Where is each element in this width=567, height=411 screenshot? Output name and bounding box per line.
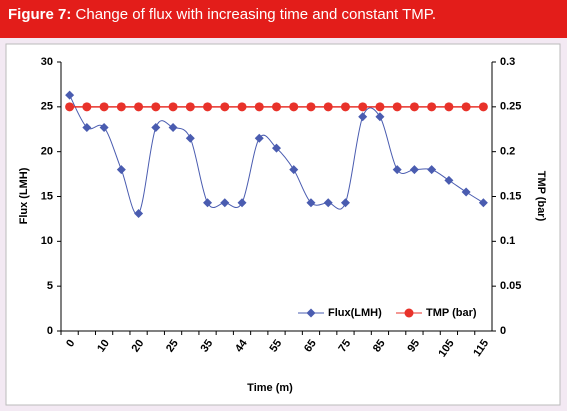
y2-tick-label: 0.25 xyxy=(500,101,521,113)
x-tick-label: 35 xyxy=(199,338,216,355)
data-point xyxy=(358,112,368,122)
data-point xyxy=(340,198,350,208)
legend-label: TMP (bar) xyxy=(426,307,477,319)
x-tick-label: 95 xyxy=(405,338,422,355)
data-point xyxy=(461,187,471,197)
y2-tick-label: 0.15 xyxy=(500,190,521,202)
data-point xyxy=(444,102,454,112)
data-point xyxy=(82,102,92,112)
data-point xyxy=(151,102,161,112)
x-tick-label: 85 xyxy=(371,338,388,355)
data-point xyxy=(99,122,109,132)
data-point xyxy=(323,198,333,208)
data-point xyxy=(116,165,126,175)
x-tick-label: 65 xyxy=(302,338,319,355)
data-point xyxy=(99,102,109,112)
data-point xyxy=(254,133,264,143)
data-point xyxy=(427,165,437,175)
data-point xyxy=(478,102,488,112)
y2-tick-label: 0.05 xyxy=(500,280,521,292)
data-point xyxy=(289,165,299,175)
data-point xyxy=(254,102,264,112)
x-tick-label: 20 xyxy=(130,338,147,355)
data-point xyxy=(134,209,144,219)
data-point xyxy=(427,102,437,112)
data-point xyxy=(375,102,385,112)
data-point xyxy=(220,198,230,208)
data-point xyxy=(185,133,195,143)
legend-marker xyxy=(306,308,316,318)
data-point xyxy=(409,165,419,175)
y2-tick-label: 0 xyxy=(500,325,506,337)
x-tick-label: 25 xyxy=(164,338,181,355)
data-point xyxy=(392,165,402,175)
y-tick-label: 0 xyxy=(47,325,53,337)
data-point xyxy=(306,102,316,112)
x-tick-label: 55 xyxy=(267,338,284,355)
data-point xyxy=(444,175,454,185)
data-point xyxy=(461,102,471,112)
data-point xyxy=(168,122,178,132)
data-point xyxy=(82,122,92,132)
y2-tick-label: 0.1 xyxy=(500,235,515,247)
data-point xyxy=(134,102,144,112)
data-point xyxy=(358,102,368,112)
data-point xyxy=(237,102,247,112)
figure-banner: Figure 7: Change of flux with increasing… xyxy=(0,0,567,38)
data-point xyxy=(220,102,230,112)
x-axis-title: Time (m) xyxy=(247,382,293,394)
data-point xyxy=(272,143,281,153)
figure-label: Figure 7: xyxy=(8,6,72,23)
y-tick-label: 25 xyxy=(41,101,53,113)
data-point xyxy=(340,102,350,112)
x-tick-label: 0 xyxy=(64,338,77,350)
y-axis-title: Flux (LMH) xyxy=(18,167,30,224)
y2-tick-label: 0.2 xyxy=(500,146,515,158)
figure-title: Change of flux with increasing time and … xyxy=(75,6,436,23)
y-tick-label: 5 xyxy=(47,280,53,292)
y-tick-label: 20 xyxy=(41,146,53,158)
data-point xyxy=(375,112,385,122)
data-point xyxy=(168,102,178,112)
x-tick-label: 10 xyxy=(95,338,112,355)
data-point xyxy=(409,102,419,112)
data-point xyxy=(65,102,75,112)
legend-label: Flux(LMH) xyxy=(328,307,382,319)
data-point xyxy=(237,198,247,208)
x-tick-label: 75 xyxy=(336,338,353,355)
y-tick-label: 30 xyxy=(41,56,53,68)
data-point xyxy=(289,102,299,112)
y-tick-label: 15 xyxy=(41,190,53,202)
legend-marker xyxy=(404,308,414,318)
data-point xyxy=(65,90,75,100)
y2-axis-title: TMP (bar) xyxy=(535,171,547,222)
data-point xyxy=(151,122,161,132)
y2-tick-label: 0.3 xyxy=(500,56,515,68)
y-tick-label: 10 xyxy=(41,235,53,247)
data-point xyxy=(116,102,126,112)
data-point xyxy=(392,102,402,112)
data-point xyxy=(323,102,333,112)
data-point xyxy=(203,198,213,208)
data-point xyxy=(203,102,213,112)
data-point xyxy=(185,102,195,112)
data-point xyxy=(306,198,316,208)
data-point xyxy=(478,198,488,208)
data-point xyxy=(272,102,281,112)
